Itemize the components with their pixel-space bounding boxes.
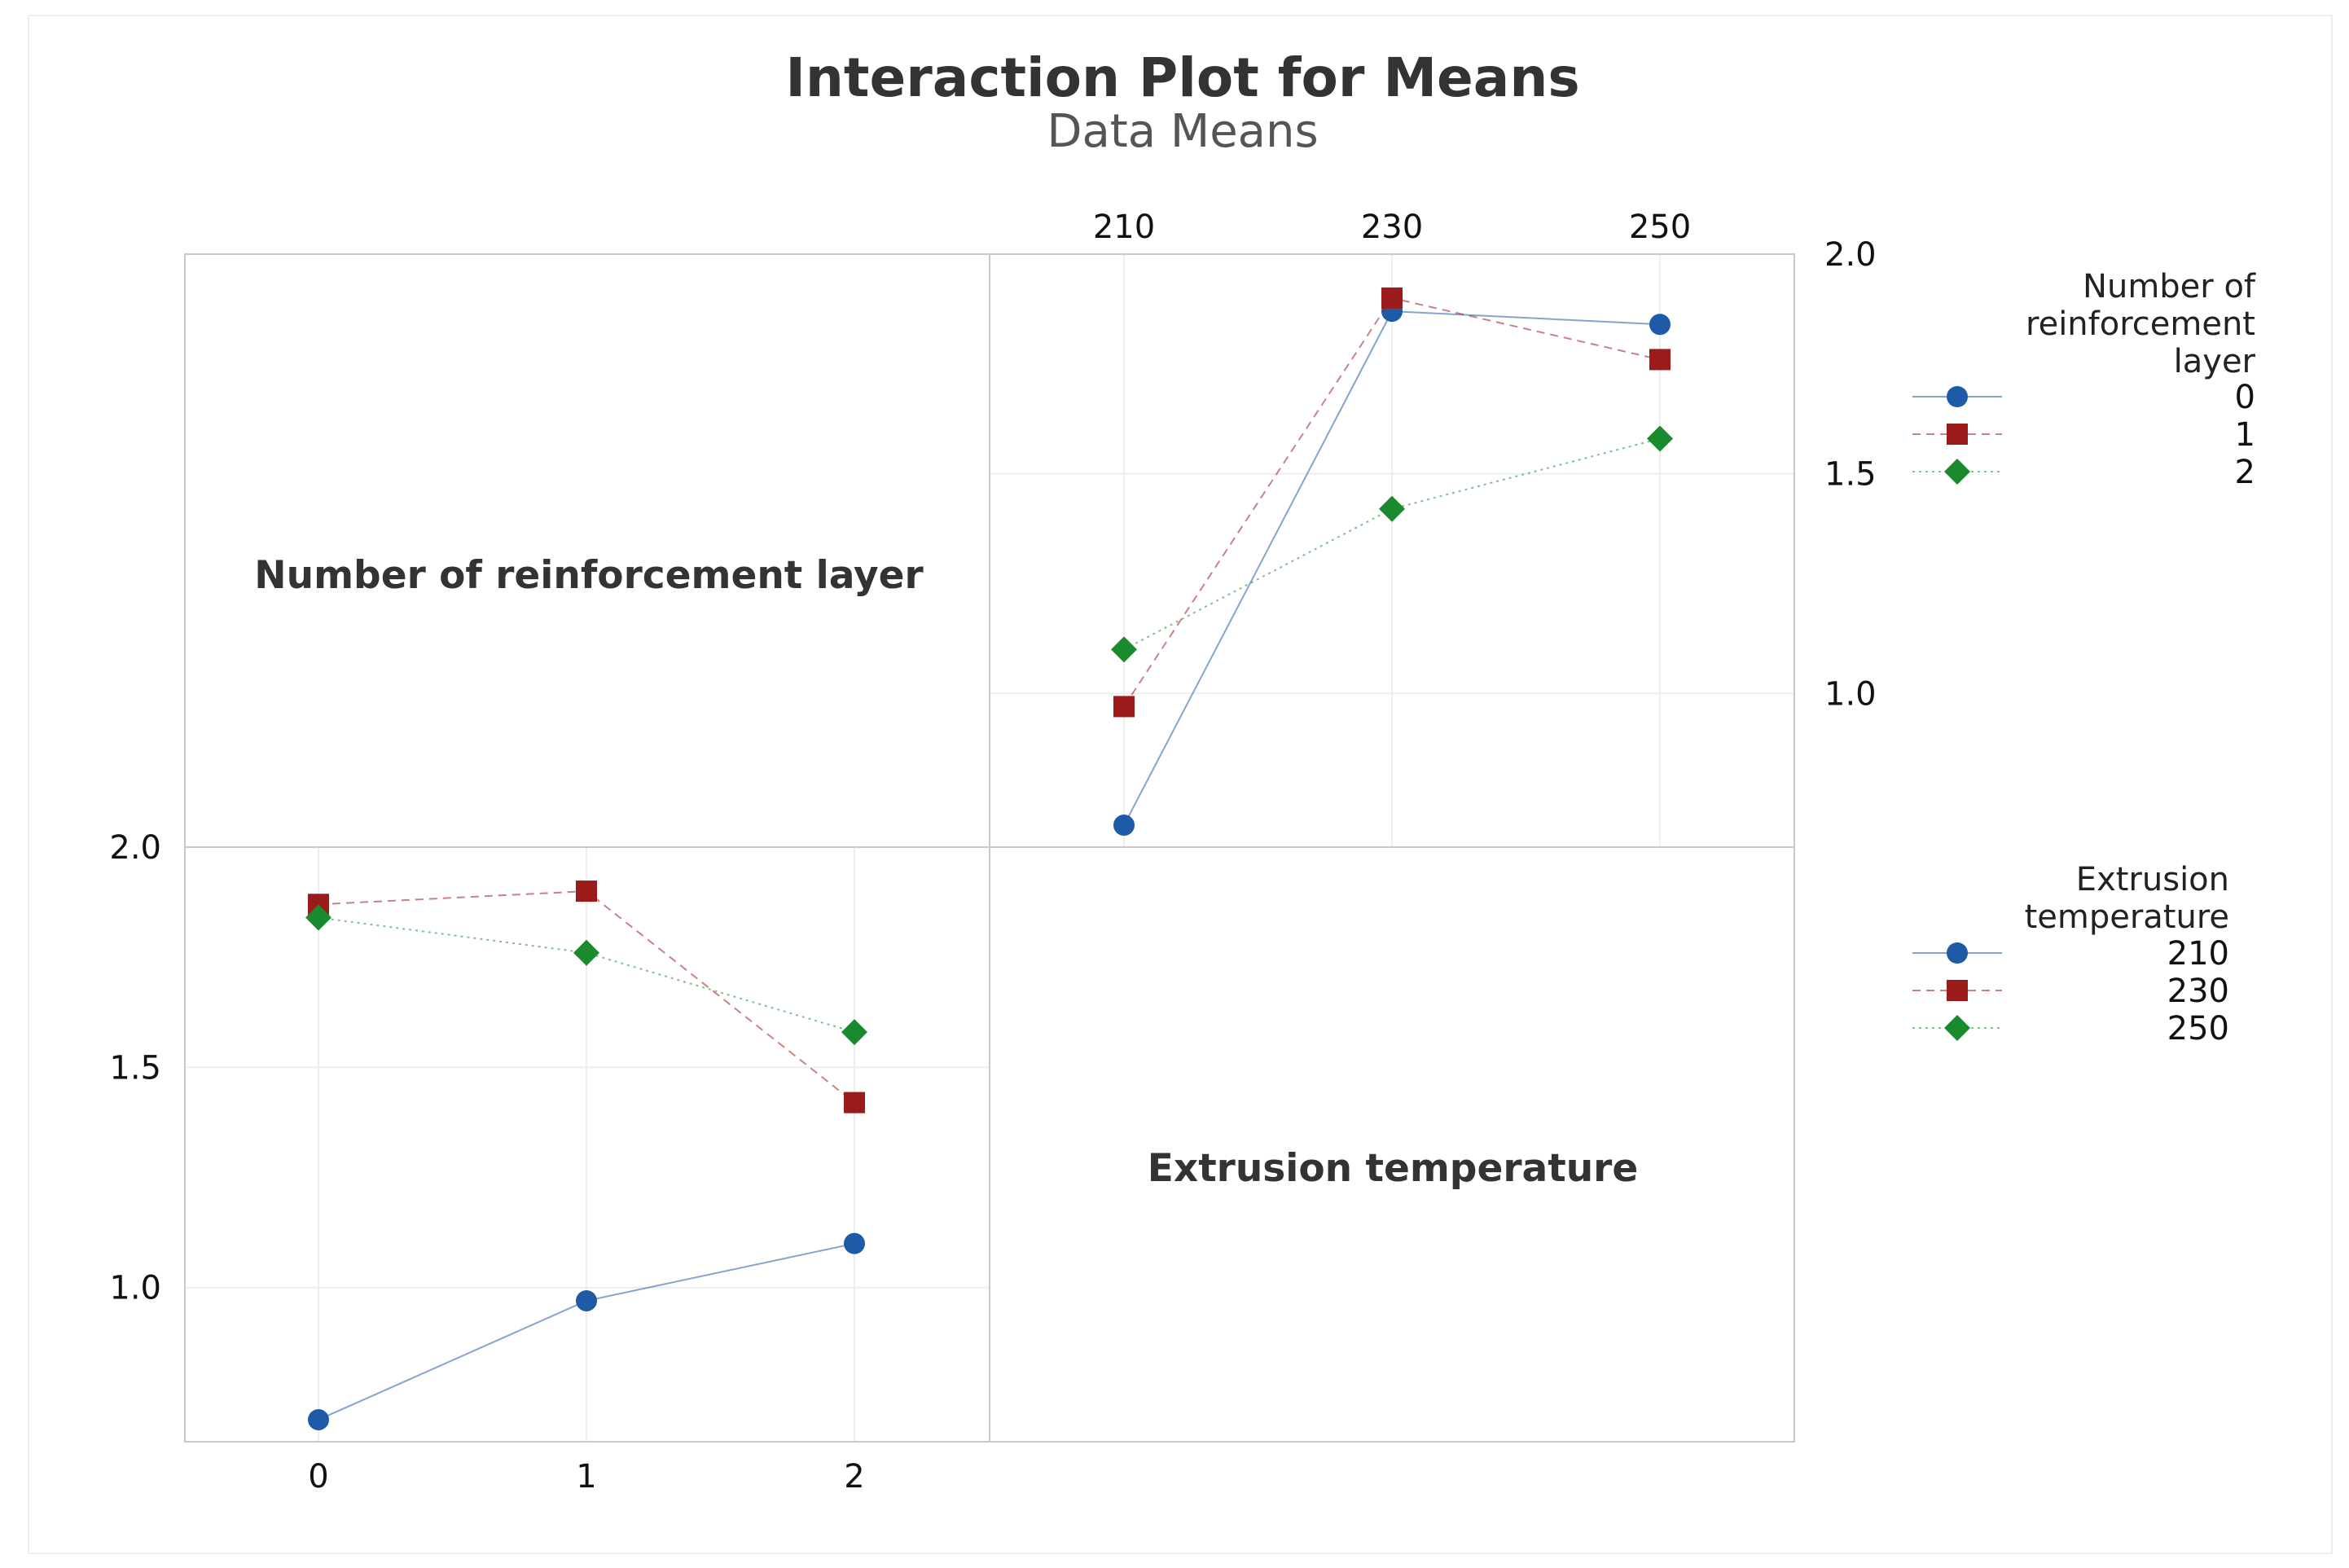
x-tick-label-layers: 1 [576, 1458, 596, 1496]
series-line-bottom-left-250 [318, 916, 855, 1034]
legend-entry-210: 210 [2167, 935, 2229, 973]
legend-entry-230: 230 [2167, 973, 2229, 1010]
y-tick-label-right: 2.0 [1824, 236, 1877, 274]
legend-entry-2: 2 [2235, 454, 2255, 491]
legend-marker-250 [1944, 1015, 1970, 1041]
legend-entry-1: 1 [2235, 416, 2255, 454]
data-point-bottom-left-210-0 [308, 1408, 329, 1430]
data-point-top-right-0-210 [1113, 815, 1135, 837]
chart-title: Interaction Plot for Means [785, 46, 1579, 109]
tick-labels: 210 230 250 2.0 1.5 1.0 0 1 2 2.0 1.5 1.0 [109, 209, 1876, 1496]
data-point-top-right-1-230 [1381, 287, 1403, 309]
legend-marker-2 [1944, 459, 1970, 485]
legend-entry-0: 0 [2235, 379, 2255, 416]
data-point-top-right-0-250 [1649, 314, 1671, 336]
x-tick-label-layers: 0 [308, 1458, 328, 1496]
diagonal-label-temperature: Extrusion temperature [1148, 1146, 1638, 1191]
data-point-top-right-1-250 [1649, 349, 1671, 371]
chart-frame [28, 15, 2333, 1554]
data-point-top-right-2-210 [1111, 636, 1137, 663]
data-point-bottom-left-250-1 [573, 939, 599, 966]
data-point-bottom-left-210-1 [576, 1289, 597, 1311]
legend-marker-210 [1947, 942, 1968, 964]
legend-title-line: layer [2174, 343, 2256, 380]
y-tick-label-left: 1.5 [109, 1049, 161, 1087]
series-layer [305, 287, 1673, 1430]
data-point-bottom-left-250-2 [841, 1019, 867, 1046]
data-point-top-right-2-230 [1379, 495, 1405, 522]
y-tick-label-left: 2.0 [109, 829, 161, 867]
x-tick-label-temperature: 230 [1361, 209, 1423, 246]
data-point-top-right-2-250 [1647, 425, 1673, 452]
legend-title-line: Number of [2083, 268, 2256, 305]
x-tick-label-temperature: 250 [1629, 209, 1691, 246]
legend-title-line: Extrusion [2076, 861, 2229, 898]
legend-entry-250: 250 [2167, 1010, 2229, 1048]
y-tick-label-right: 1.0 [1824, 675, 1877, 713]
legend-title-line: reinforcement [2026, 305, 2255, 343]
legend-marker-1 [1947, 424, 1968, 445]
data-point-bottom-left-230-1 [576, 881, 597, 903]
chart-subtitle: Data Means [1047, 105, 1318, 158]
diagonal-label-layers: Number of reinforcement layer [254, 553, 924, 598]
x-tick-label-layers: 2 [844, 1458, 864, 1496]
legend-title-line: temperature [2025, 898, 2229, 936]
panel-frames [184, 253, 1795, 1443]
data-point-top-right-1-210 [1113, 696, 1135, 718]
data-point-bottom-left-250-0 [305, 904, 331, 931]
data-point-bottom-left-210-2 [844, 1232, 865, 1254]
y-tick-label-left: 1.0 [109, 1270, 161, 1307]
data-point-bottom-left-230-2 [844, 1091, 865, 1113]
y-tick-label-right: 1.5 [1824, 456, 1877, 494]
legend-marker-0 [1947, 386, 1968, 407]
legend-marker-230 [1947, 980, 1968, 1001]
x-tick-label-temperature: 210 [1093, 209, 1155, 246]
